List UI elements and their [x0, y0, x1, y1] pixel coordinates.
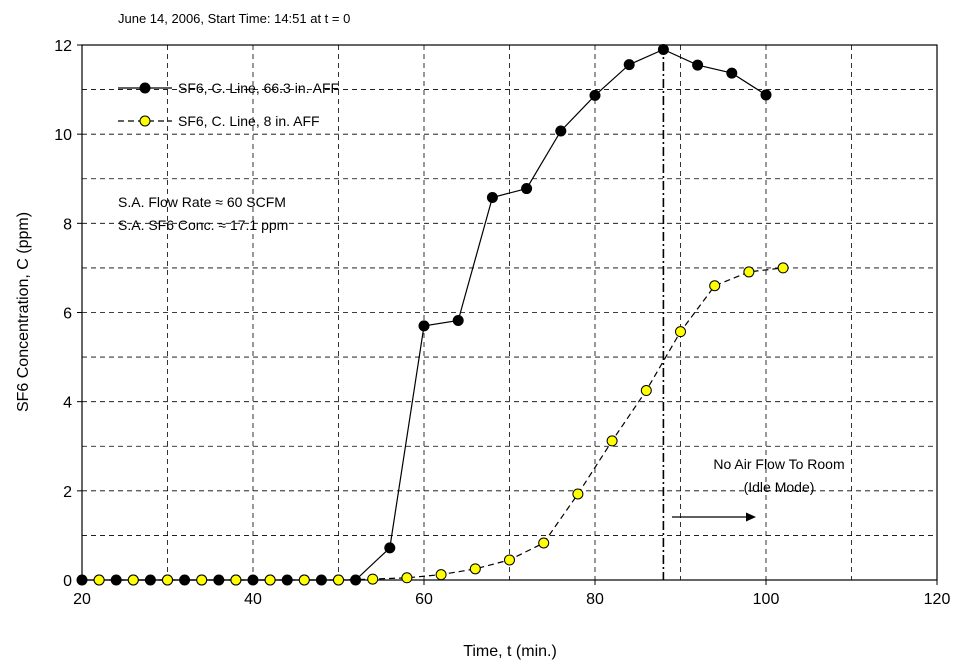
- legend: SF6, C. Line, 66.3 in. AFF SF6, C. Line,…: [118, 80, 339, 129]
- series-2-point: [264, 574, 276, 586]
- annotation-flow-rate: S.A. Flow Rate ≈ 60 SCFM: [118, 194, 286, 210]
- y-axis-title: SF6 Concentration, C (ppm): [15, 212, 32, 412]
- annotation-idle-mode: (Idle Mode): [744, 479, 815, 495]
- series-2-point: [127, 574, 139, 586]
- series-2-point: [572, 488, 584, 500]
- series-1-point: [555, 125, 567, 137]
- series-1-point: [144, 574, 156, 586]
- series-1-point: [179, 574, 191, 586]
- series-2-point: [777, 262, 789, 274]
- chart-title: June 14, 2006, Start Time: 14:51 at t = …: [118, 11, 350, 26]
- y-tick-label: 0: [63, 573, 72, 590]
- series-1-point: [726, 67, 738, 79]
- series-1-point: [589, 89, 601, 101]
- series-1-point: [76, 574, 88, 586]
- series-1-point: [213, 574, 225, 586]
- series-2-point: [640, 385, 652, 397]
- series-2-point: [298, 574, 310, 586]
- series-2-point: [196, 574, 208, 586]
- series-2-point: [709, 280, 721, 292]
- y-tick-label: 4: [63, 395, 72, 412]
- series-2-point: [93, 574, 105, 586]
- y-tick-label: 6: [63, 306, 72, 323]
- series-2-point: [504, 554, 515, 566]
- series-2-point: [401, 572, 413, 584]
- legend-label-series-2: SF6, C. Line, 8 in. AFF: [178, 113, 320, 129]
- x-tick-label: 40: [244, 591, 262, 608]
- series-1-point: [692, 59, 704, 71]
- x-tick-label: 20: [73, 591, 91, 608]
- y-tick-label: 12: [54, 38, 72, 55]
- series-1-point: [350, 574, 362, 586]
- annotation-sf6-conc: S.A. SF6 Conc. ≈ 17.1 ppm: [118, 217, 288, 233]
- series-1-point: [657, 43, 669, 55]
- series-1-point: [452, 315, 464, 327]
- series-1-point: [623, 59, 635, 71]
- series-2-point: [606, 435, 618, 447]
- legend-label-series-1: SF6, C. Line, 66.3 in. AFF: [178, 80, 339, 96]
- series-1-point: [384, 542, 396, 554]
- annotation-no-air-flow: No Air Flow To Room: [713, 456, 844, 472]
- series-1-point: [760, 89, 772, 101]
- legend-marker-series-1: [139, 82, 151, 94]
- series-2-point: [743, 266, 755, 278]
- series-1-point: [315, 574, 327, 586]
- series-2-point: [435, 569, 447, 581]
- series-2-point: [469, 563, 481, 575]
- legend-entry-series-1: SF6, C. Line, 66.3 in. AFF: [118, 80, 339, 96]
- series-2-point: [538, 537, 550, 549]
- series-1-point: [486, 191, 498, 203]
- legend-marker-series-2: [139, 115, 151, 127]
- x-tick-label: 100: [753, 591, 780, 608]
- legend-entry-series-2: SF6, C. Line, 8 in. AFF: [118, 113, 320, 129]
- series-1-point: [281, 574, 293, 586]
- series-1-point: [418, 320, 430, 332]
- y-tick-label: 8: [63, 216, 72, 233]
- series-points: [76, 43, 789, 586]
- series-1-point: [521, 183, 533, 195]
- series-2-point: [230, 574, 242, 586]
- x-tick-label: 80: [586, 591, 604, 608]
- series-2-point: [333, 574, 344, 586]
- grid: [82, 45, 937, 580]
- x-tick-label: 120: [924, 591, 951, 608]
- y-tick-label: 10: [54, 127, 72, 144]
- y-axis: 0 2 4 6 8 10 12: [54, 38, 82, 590]
- series-2-point: [367, 573, 379, 585]
- x-axis-title: Time, t (min.): [463, 643, 557, 660]
- series-1-point: [247, 574, 259, 586]
- y-tick-label: 2: [63, 484, 72, 501]
- series-2-point: [162, 574, 173, 586]
- series-1-point: [110, 574, 122, 586]
- series-2-point: [675, 326, 686, 338]
- series-lines: [82, 48, 784, 581]
- x-tick-label: 60: [415, 591, 433, 608]
- arrow-right-icon: [672, 512, 756, 522]
